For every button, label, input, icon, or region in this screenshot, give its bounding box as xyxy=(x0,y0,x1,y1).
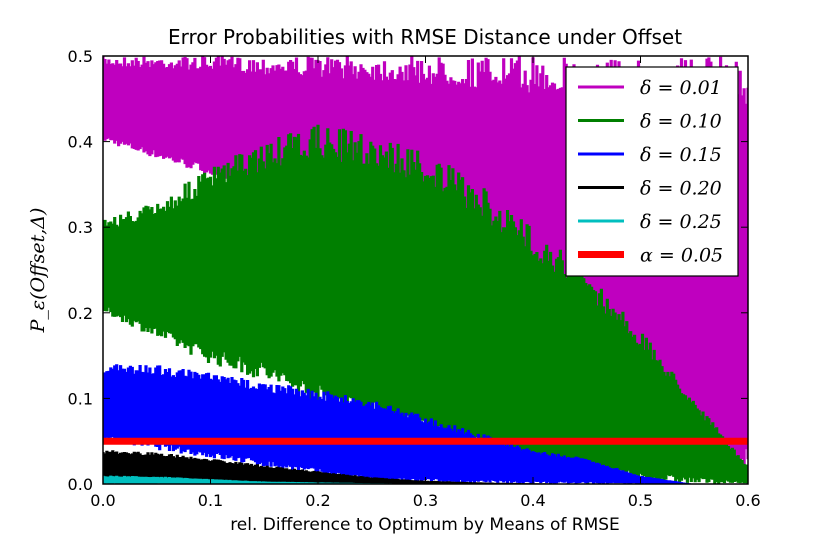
x-tick-label: 0.3 xyxy=(413,491,438,510)
x-axis-label: rel. Difference to Optimum by Means of R… xyxy=(230,515,620,535)
legend-frame xyxy=(565,66,739,277)
y-tick-label: 0.0 xyxy=(68,475,93,494)
y-tick-label: 0.3 xyxy=(68,218,93,237)
legend: δ = 0.01 δ = 0.10 δ = 0.15 δ = 0.20 δ = 0.25… xyxy=(565,66,739,277)
y-axis-label: P_ε(Offset,Δ) xyxy=(27,208,49,334)
y-tick-label: 0.2 xyxy=(68,304,93,323)
series-2 xyxy=(103,124,748,484)
series-2-band xyxy=(103,124,748,484)
chart-title: Error Probabilities with RMSE Distance u… xyxy=(168,25,682,49)
x-tick-label: 0.0 xyxy=(90,491,115,510)
x-tick-label: 0.6 xyxy=(735,491,760,510)
x-tick-label: 0.1 xyxy=(198,491,223,510)
x-tick-label: 0.5 xyxy=(628,491,653,510)
y-tick-label: 0.5 xyxy=(68,47,93,66)
legend-entry: δ = 0.10 xyxy=(640,111,722,133)
legend-entry: δ = 0.01 xyxy=(640,77,722,99)
legend-entry: δ = 0.20 xyxy=(640,178,722,200)
legend-entry: α = 0.05 xyxy=(640,245,723,267)
legend-entry: δ = 0.25 xyxy=(640,211,722,233)
y-tick-label: 0.1 xyxy=(68,389,93,408)
x-tick-label: 0.4 xyxy=(520,491,545,510)
y-tick-label: 0.4 xyxy=(68,133,93,152)
tick-layer: 0.0 0.1 0.2 0.3 0.4 0.5 0.6 0.0 0.1 0.2 0.3 0.4 0.5 xyxy=(68,47,761,510)
x-tick-label: 0.2 xyxy=(305,491,330,510)
legend-entry: δ = 0.15 xyxy=(640,144,722,166)
